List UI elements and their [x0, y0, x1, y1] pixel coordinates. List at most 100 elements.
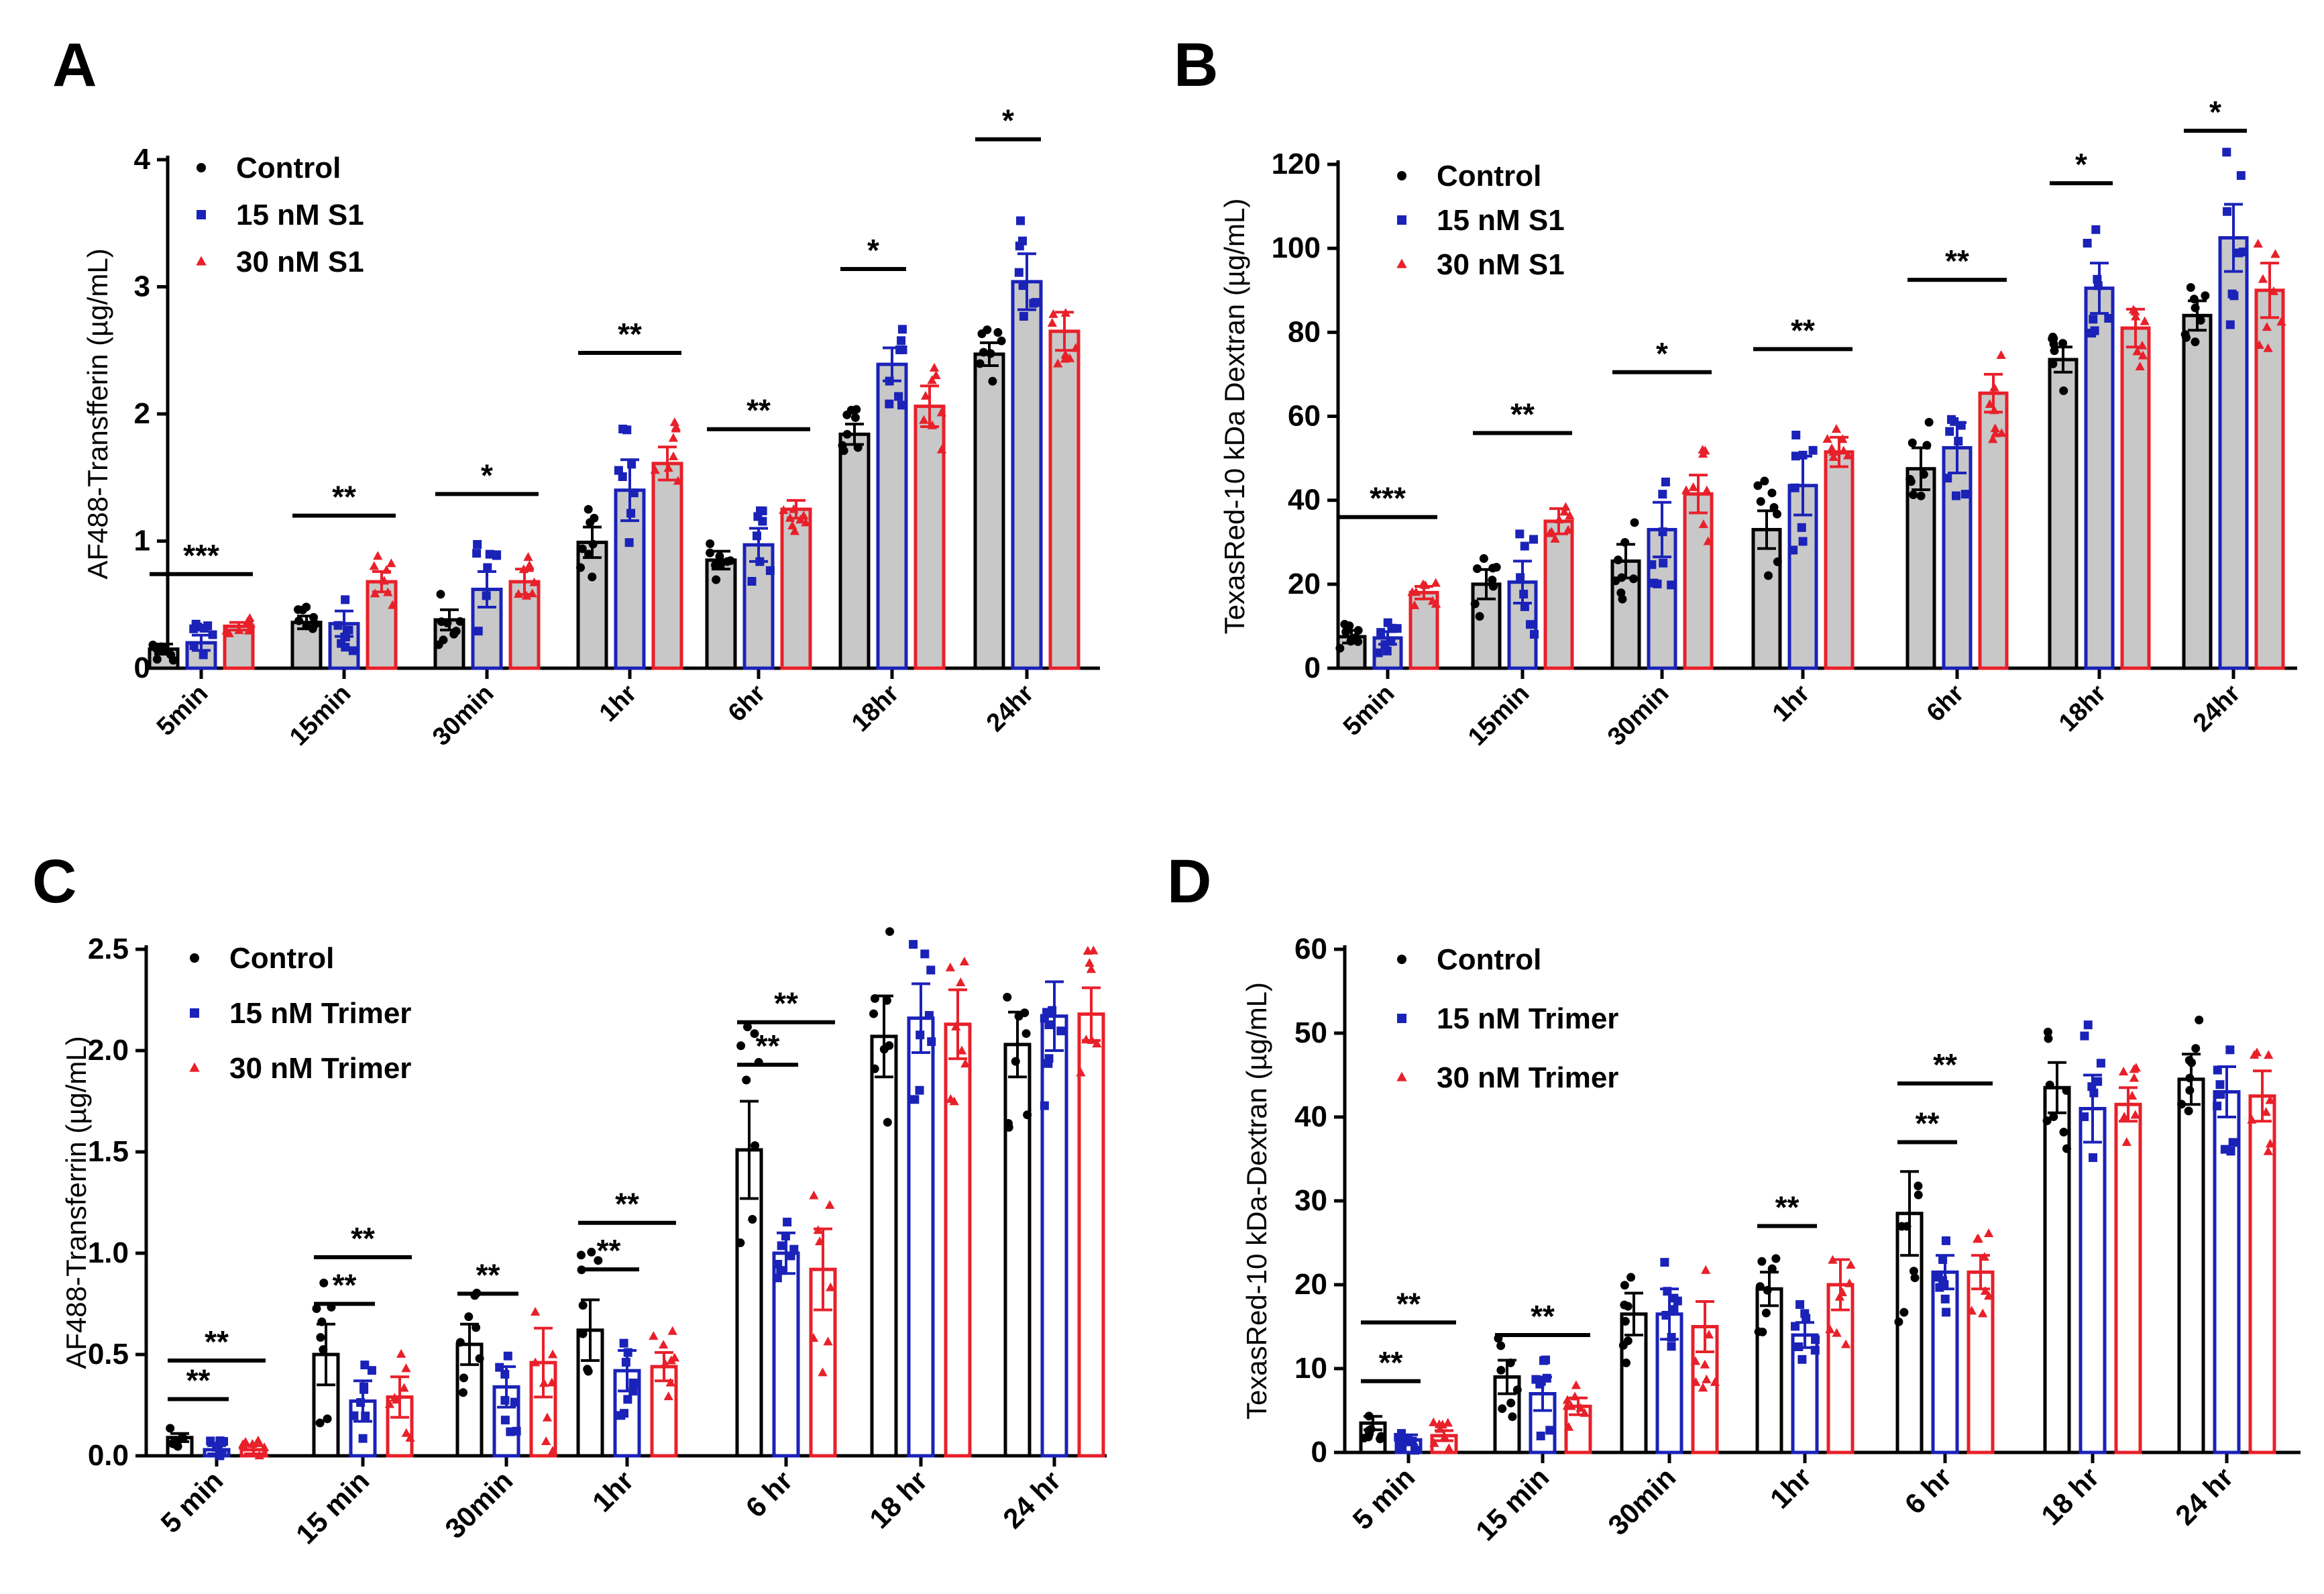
bar-30-nm-s1 [651, 462, 683, 670]
y-tick-label: 30 [1294, 1184, 1327, 1217]
data-point [1698, 1383, 1708, 1392]
data-point [1380, 640, 1390, 649]
data-point [1571, 1380, 1582, 1389]
data-point [1837, 1287, 1848, 1297]
data-point [383, 587, 393, 596]
bar-group [2213, 1045, 2241, 1454]
data-point [2258, 274, 2268, 283]
data-point [1704, 1330, 1714, 1339]
data-point [1979, 1252, 1990, 1261]
data-point [2191, 337, 2200, 347]
significance-bracket: * [840, 233, 906, 271]
data-point [1443, 1418, 1453, 1427]
data-point [1508, 1412, 1517, 1422]
significance-bracket: ** [168, 1324, 266, 1363]
data-point [2215, 1080, 2225, 1090]
data-point [312, 1304, 321, 1314]
significance-bracket: * [975, 103, 1041, 142]
significance-bracket: * [2184, 95, 2247, 133]
data-point [2263, 1146, 2274, 1155]
data-point [584, 549, 593, 559]
data-point [936, 407, 946, 417]
bar-group [1690, 1265, 1720, 1454]
data-point [1563, 525, 1573, 534]
bar-control [870, 1034, 898, 1458]
bar-group [650, 417, 683, 670]
data-point [224, 628, 234, 637]
data-point [1688, 482, 1698, 491]
data-point [2080, 1112, 2089, 1122]
significance-label: * [2075, 147, 2087, 182]
data-point [1488, 582, 1498, 591]
data-point [455, 617, 465, 626]
data-point [977, 329, 987, 339]
bar-group [1394, 1429, 1423, 1455]
data-point [1700, 1359, 1710, 1369]
data-point [437, 617, 446, 627]
bar-control [2048, 358, 2079, 670]
data-point [706, 548, 715, 557]
data-point [1990, 423, 2000, 433]
y-tick-label: 1 [134, 525, 150, 557]
data-point [1945, 427, 1954, 436]
x-tick-label: 5 min [155, 1465, 229, 1539]
bar-group [1610, 518, 1641, 670]
data-point [1658, 527, 1667, 537]
data-point [317, 1317, 327, 1326]
data-point [931, 370, 941, 380]
bar-group [614, 425, 646, 670]
data-point [926, 965, 936, 975]
data-point [1941, 1236, 1950, 1245]
bar-group [1931, 1236, 1959, 1454]
bar-control [705, 558, 737, 670]
x-tick-label: 1hr [594, 680, 643, 728]
data-point [294, 616, 304, 625]
data-point [1547, 527, 1557, 536]
legend: Control 15 nM S1 30 nM S1 [1396, 160, 1565, 281]
significance-bracket: ** [1495, 1299, 1590, 1337]
data-point [1710, 1377, 1720, 1386]
bar-group [455, 1288, 484, 1458]
y-tick-label: 60 [1288, 400, 1321, 433]
significance-bracket: ** [1361, 1345, 1421, 1383]
data-point [1647, 560, 1657, 570]
y-tick-label: 50 [1294, 1016, 1327, 1049]
data-point [189, 641, 199, 651]
data-point [624, 538, 634, 547]
panel-letter: C [32, 847, 76, 916]
data-point [208, 630, 217, 639]
significance-bracket: * [435, 458, 539, 496]
data-point [1914, 1190, 1923, 1200]
y-tick-label: 0 [1305, 651, 1321, 684]
significance-bracket: ** [314, 1268, 375, 1306]
data-point [464, 1312, 474, 1322]
data-point [1822, 433, 1832, 443]
data-point [839, 446, 848, 456]
data-point [1756, 497, 1765, 507]
data-point [2140, 316, 2150, 325]
data-point [2096, 1059, 2105, 1068]
data-point [2249, 1050, 2260, 1059]
data-point [671, 423, 681, 433]
data-point [2118, 1066, 2129, 1075]
significance-label: ** [1945, 244, 1969, 278]
data-point [1559, 507, 1569, 516]
bar-group [808, 1190, 837, 1458]
data-point [1798, 450, 1808, 460]
bar-group [705, 539, 737, 670]
bar-group [312, 1278, 340, 1458]
data-point [1810, 1346, 1820, 1355]
data-point [1757, 1257, 1767, 1266]
bar-group [185, 619, 217, 670]
x-tick-label: 6hr [723, 680, 771, 728]
data-point [716, 561, 725, 570]
data-point [539, 1378, 549, 1387]
significance-bracket: ** [292, 480, 396, 518]
data-point [1048, 309, 1058, 318]
y-tick-label: 20 [1288, 568, 1321, 600]
data-point [883, 1118, 892, 1127]
data-point [451, 627, 461, 636]
data-point [1563, 1422, 1574, 1431]
bar-group [492, 1351, 521, 1458]
